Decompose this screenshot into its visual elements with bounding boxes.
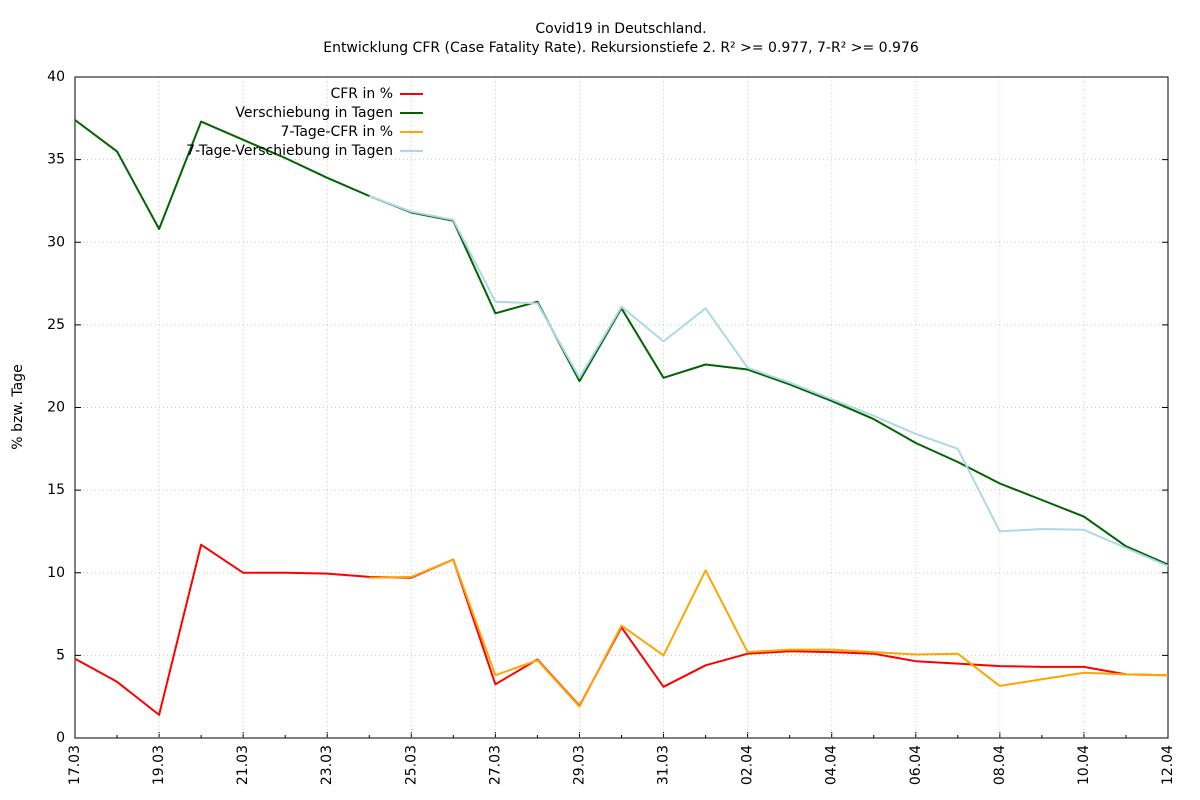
series-line	[74, 119, 1169, 566]
chart-subtitle: Entwicklung CFR (Case Fatality Rate). Re…	[323, 40, 919, 56]
x-tick-label: 23.03	[319, 745, 335, 785]
y-tick-label: 10	[47, 565, 65, 581]
legend-label: Verschiebung in Tagen	[235, 105, 393, 121]
y-tick-label: 0	[56, 730, 65, 746]
series-line	[369, 558, 1169, 708]
x-tick-label: 12.04	[1160, 745, 1176, 785]
legend-label: 7-Tage-CFR in %	[280, 124, 393, 140]
x-tick-label: 19.03	[151, 745, 167, 785]
x-tick-label: 08.04	[992, 745, 1008, 785]
x-tick-label: 02.04	[740, 745, 756, 785]
y-tick-label: 5	[56, 647, 65, 663]
legend-label: 7-Tage-Verschiebung in Tagen	[186, 143, 393, 159]
y-tick-label: 35	[47, 152, 65, 168]
series-line	[368, 195, 1169, 568]
y-tick-label: 20	[47, 400, 65, 416]
x-tick-label: 21.03	[235, 745, 251, 785]
plot-border	[74, 76, 1169, 739]
y-tick-label: 25	[47, 317, 65, 333]
y-tick-label: 30	[47, 234, 65, 250]
legend-label: CFR in %	[330, 86, 393, 102]
x-tick-label: 31.03	[656, 745, 672, 785]
y-tick-label: 40	[47, 69, 65, 85]
y-axis-label: % bzw. Tage	[10, 364, 26, 449]
x-tick-label: 25.03	[403, 745, 419, 785]
x-tick-label: 29.03	[571, 745, 587, 785]
chart-title: Covid19 in Deutschland.	[535, 21, 706, 37]
x-tick-label: 10.04	[1076, 745, 1092, 785]
x-tick-label: 06.04	[908, 745, 924, 785]
x-tick-label: 04.04	[824, 745, 840, 785]
x-tick-label: 17.03	[67, 745, 83, 785]
y-tick-label: 15	[47, 482, 65, 498]
series-line	[74, 543, 1169, 716]
x-tick-label: 27.03	[487, 745, 503, 785]
